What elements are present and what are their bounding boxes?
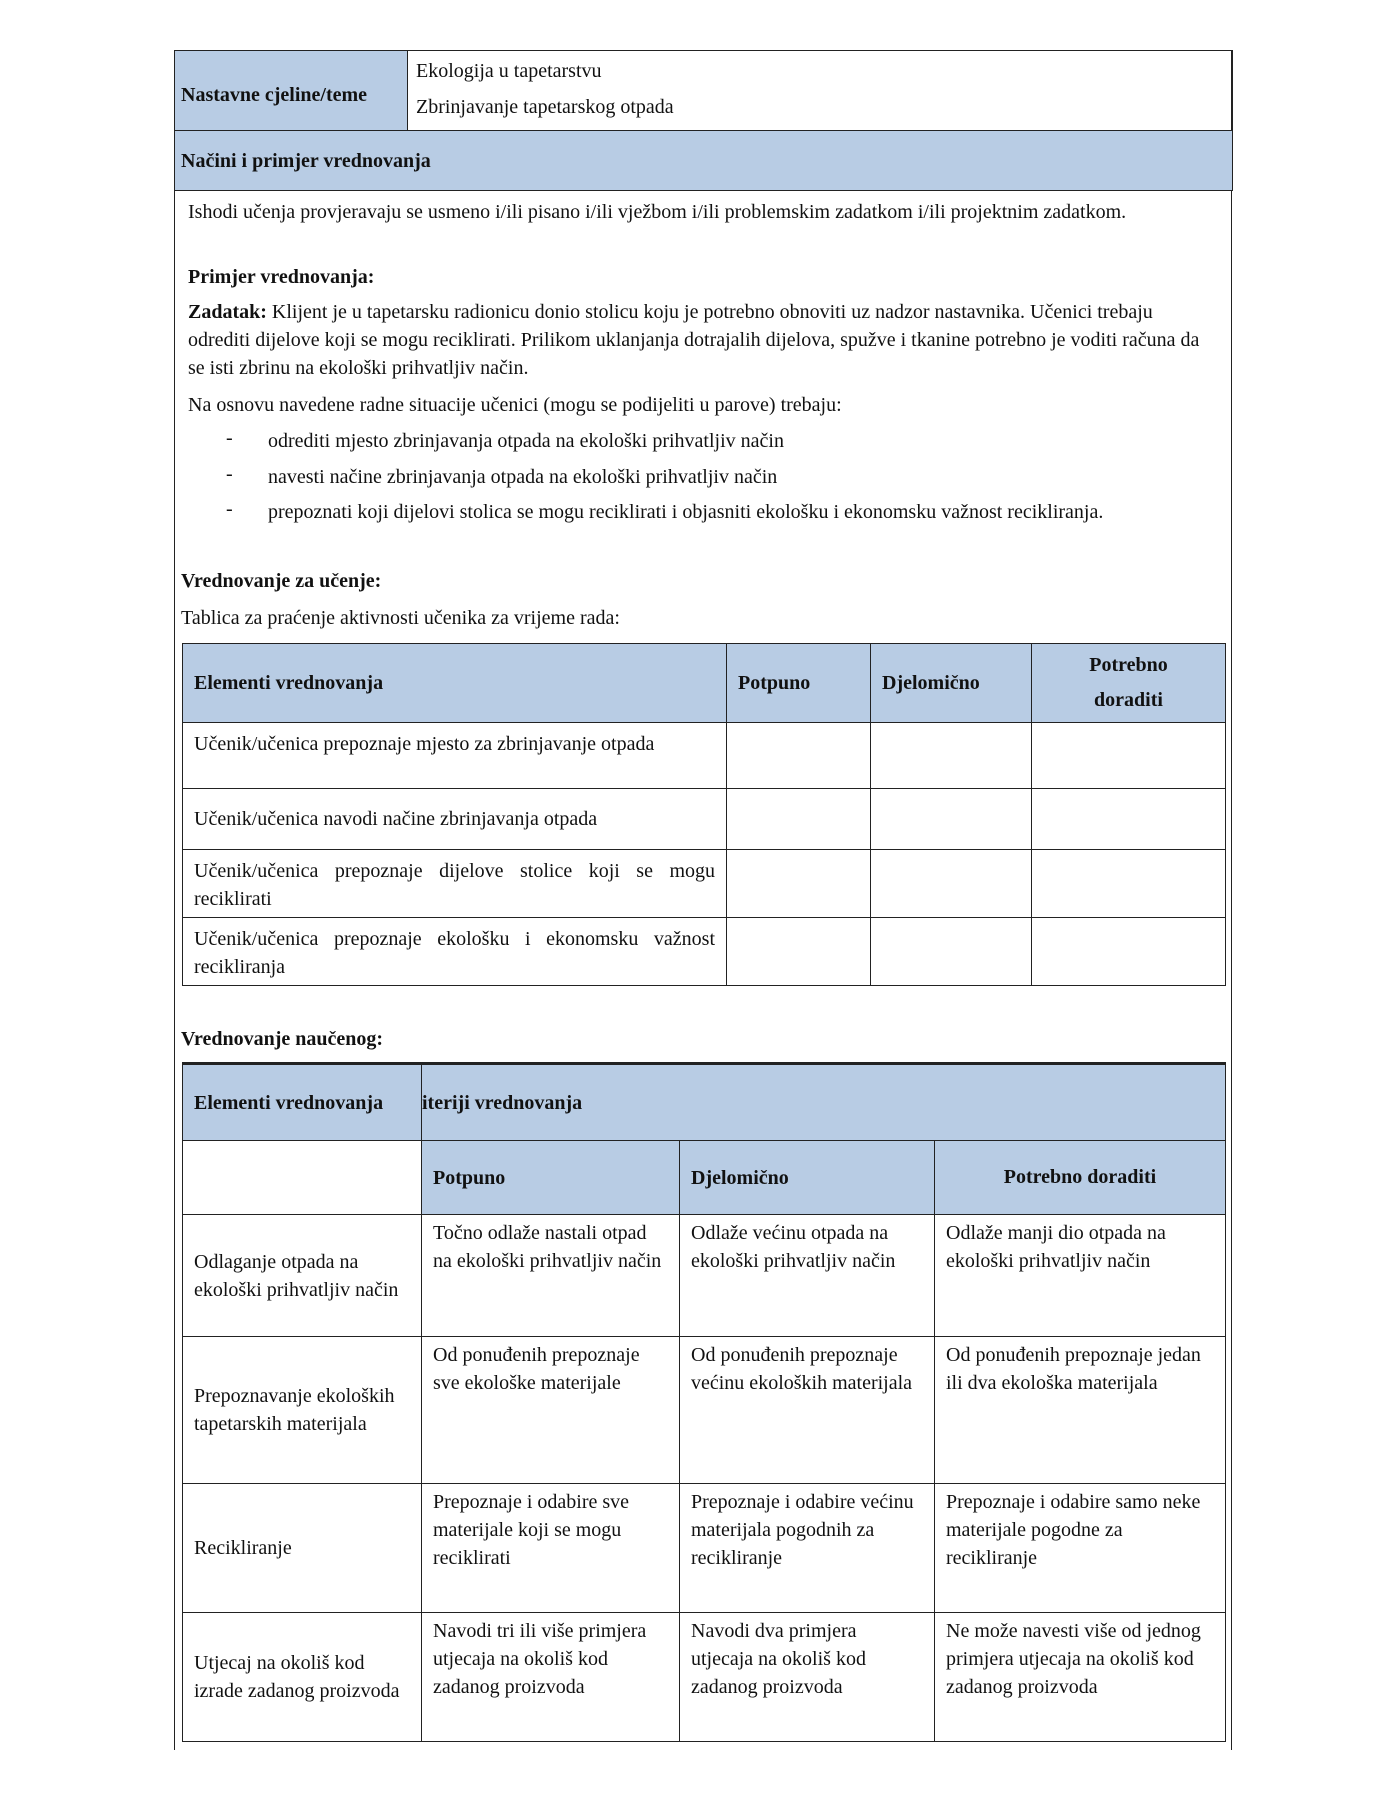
criteria-header: iteriji vrednovanja bbox=[421, 1063, 1226, 1141]
activity-table: Elementi vrednovanja Potpuno Djelomično … bbox=[182, 643, 1226, 986]
table-row: Učenik/učenica prepoznaje ekološku i eko… bbox=[182, 917, 1226, 986]
element-cell: Odlaganje otpada na ekološki prihvatljiv… bbox=[182, 1214, 422, 1337]
criteria-cell: Od ponuđenih prepoznaje jedan ili dva ek… bbox=[934, 1336, 1226, 1484]
table-row: Recikliranje Prepoznaje i odabire sve ma… bbox=[182, 1483, 1226, 1613]
criteria-cell: Prepoznaje i odabire sve materijale koji… bbox=[421, 1483, 680, 1613]
col-header: Potpuno bbox=[726, 643, 871, 723]
check-cell[interactable] bbox=[1031, 722, 1226, 789]
check-cell[interactable] bbox=[1031, 788, 1226, 850]
subheader: Djelomično bbox=[679, 1140, 935, 1215]
col-header: Elementi vrednovanja bbox=[182, 643, 727, 723]
check-cell[interactable] bbox=[726, 722, 871, 789]
table-row: Učenik/učenica prepoznaje mjesto za zbri… bbox=[182, 722, 1226, 789]
row-label: Učenik/učenica prepoznaje ekološku i eko… bbox=[182, 917, 727, 986]
check-cell[interactable] bbox=[1031, 917, 1226, 986]
task-text: Klijent je u tapetarsku radionicu donio … bbox=[188, 301, 1200, 379]
criteria-cell: Navodi dva primjera utjecaja na okoliš k… bbox=[679, 1612, 935, 1742]
element-cell: Utjecaj na okoliš kod izrade zadanog pro… bbox=[182, 1612, 422, 1742]
table-header-row: Elementi vrednovanja Potpuno Djelomično … bbox=[182, 643, 1226, 723]
topic-2: Zbrinjavanje tapetarskog otpada bbox=[416, 96, 674, 118]
row-label: Učenik/učenica prepoznaje mjesto za zbri… bbox=[182, 722, 727, 789]
table-row: Učenik/učenica prepoznaje dijelove stoli… bbox=[182, 849, 1226, 918]
check-cell[interactable] bbox=[726, 917, 871, 986]
row-label: Učenik/učenica navodi načine zbrinjavanj… bbox=[182, 788, 727, 850]
check-cell[interactable] bbox=[726, 849, 871, 918]
col-header: Djelomično bbox=[870, 643, 1032, 723]
check-cell[interactable] bbox=[870, 722, 1032, 789]
learning-eval-heading: Vrednovanje za učenje: bbox=[181, 570, 382, 592]
criteria-cell: Ne može navesti više od jednog primjera … bbox=[934, 1612, 1226, 1742]
topics-label: Nastavne cjeline/teme bbox=[174, 50, 408, 131]
criteria-cell: Odlaže većinu otpada na ekološki prihvat… bbox=[679, 1214, 935, 1337]
criteria-cell: Navodi tri ili više primjera utjecaja na… bbox=[421, 1612, 680, 1742]
row-label: Učenik/učenica prepoznaje dijelove stoli… bbox=[182, 849, 727, 918]
example-heading: Primjer vrednovanja: bbox=[188, 266, 375, 288]
check-cell[interactable] bbox=[870, 849, 1032, 918]
intro-text: Ishodi učenja provjeravaju se usmeno i/i… bbox=[188, 201, 1127, 223]
learned-eval-heading: Vrednovanje naučenog: bbox=[181, 1028, 384, 1050]
situation-text: Na osnovu navedene radne situacije učeni… bbox=[188, 394, 842, 416]
table-subheader-row: Potpuno Djelomično Potrebno doraditi bbox=[182, 1140, 1226, 1215]
bullet-marker: - bbox=[226, 498, 233, 520]
bullet-item: navesti načine zbrinjavanja otpada na ek… bbox=[268, 466, 778, 488]
subheader: Potpuno bbox=[421, 1140, 680, 1215]
element-cell: Recikliranje bbox=[182, 1483, 422, 1613]
criteria-cell: Od ponuđenih prepoznaje većinu ekoloških… bbox=[679, 1336, 935, 1484]
bullet-item: prepoznati koji dijelovi stolica se mogu… bbox=[268, 501, 1104, 523]
check-cell[interactable] bbox=[870, 917, 1032, 986]
criteria-cell: Prepoznaje i odabire većinu materijala p… bbox=[679, 1483, 935, 1613]
topics-cell: Ekologija u tapetarstvu Zbrinjavanje tap… bbox=[407, 50, 1233, 131]
table1-caption: Tablica za praćenje aktivnosti učenika z… bbox=[181, 607, 620, 629]
check-cell[interactable] bbox=[1031, 849, 1226, 918]
check-cell[interactable] bbox=[870, 788, 1032, 850]
topic-1: Ekologija u tapetarstvu bbox=[416, 60, 602, 82]
check-cell[interactable] bbox=[726, 788, 871, 850]
criteria-cell: Točno odlaže nastali otpad na ekološki p… bbox=[421, 1214, 680, 1337]
criteria-table: Elementi vrednovanja iteriji vrednovanja… bbox=[182, 1062, 1226, 1742]
criteria-cell: Odlaže manji dio otpada na ekološki prih… bbox=[934, 1214, 1226, 1337]
elements-header: Elementi vrednovanja bbox=[182, 1063, 422, 1141]
table-header-row: Elementi vrednovanja iteriji vrednovanja bbox=[182, 1063, 1226, 1141]
subheader: Potrebno doraditi bbox=[934, 1140, 1226, 1215]
table-row: Odlaganje otpada na ekološki prihvatljiv… bbox=[182, 1214, 1226, 1337]
element-cell: Prepoznavanje ekoloških tapetarskih mate… bbox=[182, 1336, 422, 1484]
task-label: Zadatak: bbox=[188, 301, 267, 323]
table-row: Prepoznavanje ekoloških tapetarskih mate… bbox=[182, 1336, 1226, 1484]
bullet-marker: - bbox=[226, 427, 233, 449]
empty-cell bbox=[182, 1140, 422, 1215]
col-header: Potrebno doraditi bbox=[1031, 643, 1226, 723]
header-table: Nastavne cjeline/teme Ekologija u tapeta… bbox=[174, 50, 1233, 191]
bullet-item: odrediti mjesto zbrinjavanja otpada na e… bbox=[268, 430, 784, 452]
bullet-marker: - bbox=[226, 463, 233, 485]
task-paragraph: Zadatak: Klijent je u tapetarsku radioni… bbox=[188, 298, 1218, 382]
table-row: Utjecaj na okoliš kod izrade zadanog pro… bbox=[182, 1612, 1226, 1742]
section-title: Načini i primjer vrednovanja bbox=[174, 130, 1233, 191]
criteria-cell: Od ponuđenih prepoznaje sve ekološke mat… bbox=[421, 1336, 680, 1484]
criteria-cell: Prepoznaje i odabire samo neke materijal… bbox=[934, 1483, 1226, 1613]
table-row: Učenik/učenica navodi načine zbrinjavanj… bbox=[182, 788, 1226, 850]
